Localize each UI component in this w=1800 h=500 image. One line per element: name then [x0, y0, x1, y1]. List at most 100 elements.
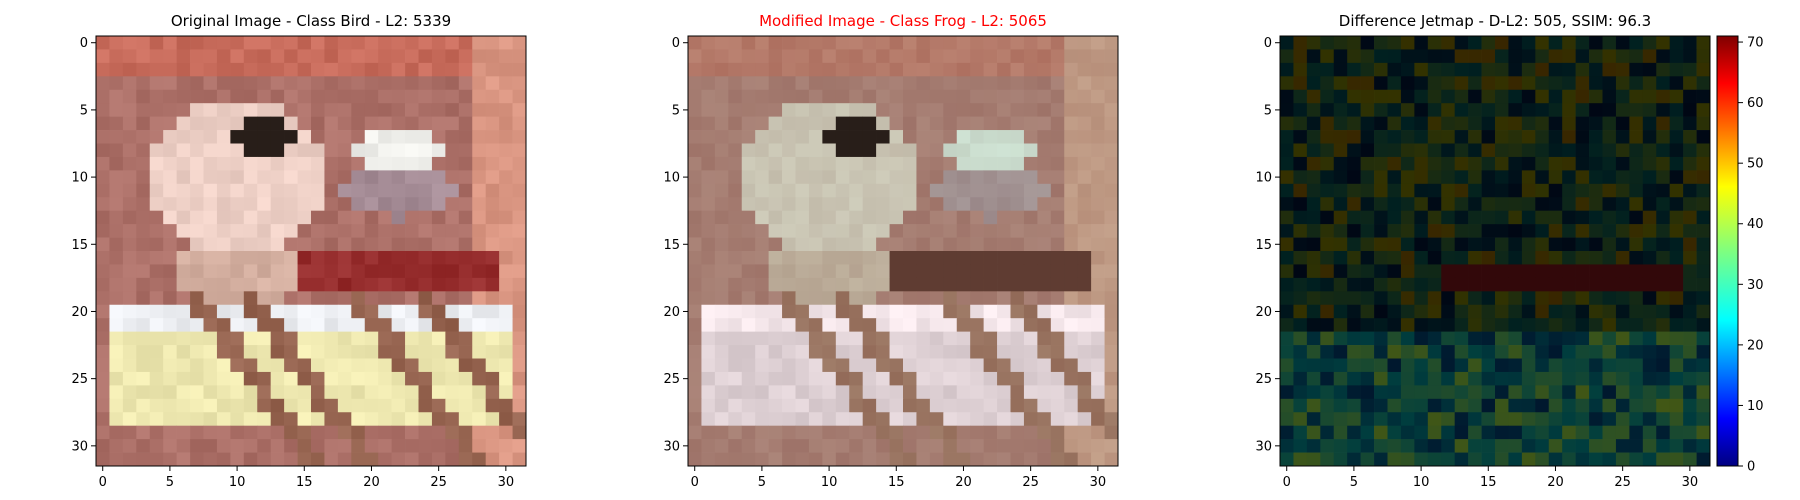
pixel-cell — [445, 398, 460, 413]
pixel-cell — [149, 197, 164, 212]
pixel-cell — [714, 103, 729, 117]
pixel-cell — [512, 103, 527, 117]
pixel-cell — [216, 251, 231, 265]
pixel-cell — [916, 170, 931, 185]
pixel-cell — [149, 345, 164, 359]
pixel-cell — [364, 210, 379, 225]
pixel-cell — [136, 345, 151, 359]
pixel-cell — [472, 183, 487, 198]
pixel-cell — [364, 412, 379, 427]
pixel-cell — [1050, 277, 1065, 292]
pixel-cell — [1280, 237, 1294, 252]
pixel-cell — [190, 49, 204, 64]
pixel-cell — [916, 197, 931, 212]
pixel-cell — [149, 62, 164, 77]
pixel-cell — [1696, 89, 1711, 104]
pixel-cell — [485, 331, 500, 346]
pixel-cell — [1696, 224, 1711, 238]
pixel-cell — [956, 304, 971, 319]
y-tick-label: 5 — [672, 103, 680, 118]
pixel-cell — [714, 76, 729, 91]
pixel-cell — [405, 251, 419, 265]
pixel-cell — [1521, 398, 1536, 413]
pixel-cell — [1037, 156, 1052, 171]
pixel-cell — [472, 318, 487, 332]
pixel-cell — [431, 385, 446, 400]
pixel-cell — [1629, 277, 1644, 292]
pixel-cell — [1320, 183, 1335, 198]
pixel-cell — [1589, 76, 1603, 91]
pixel-cell — [284, 116, 298, 131]
pixel-cell — [512, 49, 527, 64]
pixel-cell — [1104, 237, 1119, 252]
pixel-cell — [1683, 291, 1697, 306]
pixel-cell — [1050, 170, 1065, 185]
pixel-cell — [1050, 116, 1065, 131]
pixel-cell — [1683, 170, 1697, 185]
pixel-cell — [1656, 183, 1671, 198]
pixel-cell — [499, 331, 513, 346]
pixel-cell — [1589, 304, 1603, 319]
pixel-cell — [364, 156, 379, 171]
pixel-cell — [405, 345, 419, 359]
pixel-cell — [1562, 143, 1576, 158]
pixel-cell — [876, 76, 890, 91]
pixel-cell — [431, 89, 446, 104]
pixel-cell — [1280, 345, 1294, 359]
pixel-cell — [822, 89, 837, 104]
pixel-cell — [1669, 264, 1684, 279]
pixel-cell — [701, 318, 716, 332]
pixel-cell — [1589, 156, 1603, 171]
pixel-cell — [1669, 412, 1684, 427]
pixel-cell — [458, 130, 473, 144]
pixel-cell — [1548, 291, 1563, 306]
pixel-cell — [1360, 398, 1375, 413]
pixel-cell — [96, 224, 110, 238]
pixel-cell — [1683, 331, 1697, 346]
pixel-cell — [929, 197, 944, 212]
pixel-cell — [1481, 331, 1496, 346]
pixel-cell — [96, 210, 110, 225]
pixel-cell — [1535, 304, 1550, 319]
pixel-cell — [714, 89, 729, 104]
pixel-cell — [714, 224, 729, 238]
pixel-cell — [431, 156, 446, 171]
pixel-cell — [970, 36, 984, 50]
pixel-cell — [903, 304, 917, 319]
pixel-cell — [1629, 143, 1644, 158]
pixel-cell — [889, 36, 904, 50]
pixel-cell — [190, 210, 204, 225]
pixel-cell — [163, 277, 177, 292]
pixel-cell — [862, 385, 877, 400]
pixel-cell — [822, 237, 837, 252]
y-tick-label: 15 — [1255, 238, 1272, 253]
pixel-cell — [795, 130, 810, 144]
pixel-cell — [849, 412, 864, 427]
pixel-cell — [1077, 264, 1092, 279]
pixel-cell — [1575, 251, 1590, 265]
pixel-cell — [499, 89, 513, 104]
pixel-cell — [889, 277, 904, 292]
pixel-cell — [391, 130, 406, 144]
pixel-cell — [1535, 264, 1550, 279]
pixel-cell — [1333, 398, 1348, 413]
pixel-cell — [1548, 89, 1563, 104]
pixel-cell — [418, 170, 433, 185]
pixel-cell — [970, 304, 984, 319]
pixel-cell — [701, 237, 716, 252]
pixel-cell — [1050, 143, 1065, 158]
pixel-cell — [1629, 36, 1644, 50]
pixel-cell — [943, 143, 958, 158]
pixel-cell — [284, 412, 298, 427]
pixel-cell — [1387, 385, 1402, 400]
pixel-cell — [1575, 103, 1590, 117]
pixel-cell — [1495, 156, 1509, 171]
pixel-cell — [122, 277, 137, 292]
pixel-cell — [956, 331, 971, 346]
pixel-cell — [1454, 251, 1469, 265]
pixel-cell — [297, 170, 312, 185]
pixel-cell — [822, 331, 837, 346]
pixel-cell — [418, 425, 433, 440]
pixel-cell — [768, 210, 783, 225]
pixel-cell — [795, 412, 810, 427]
